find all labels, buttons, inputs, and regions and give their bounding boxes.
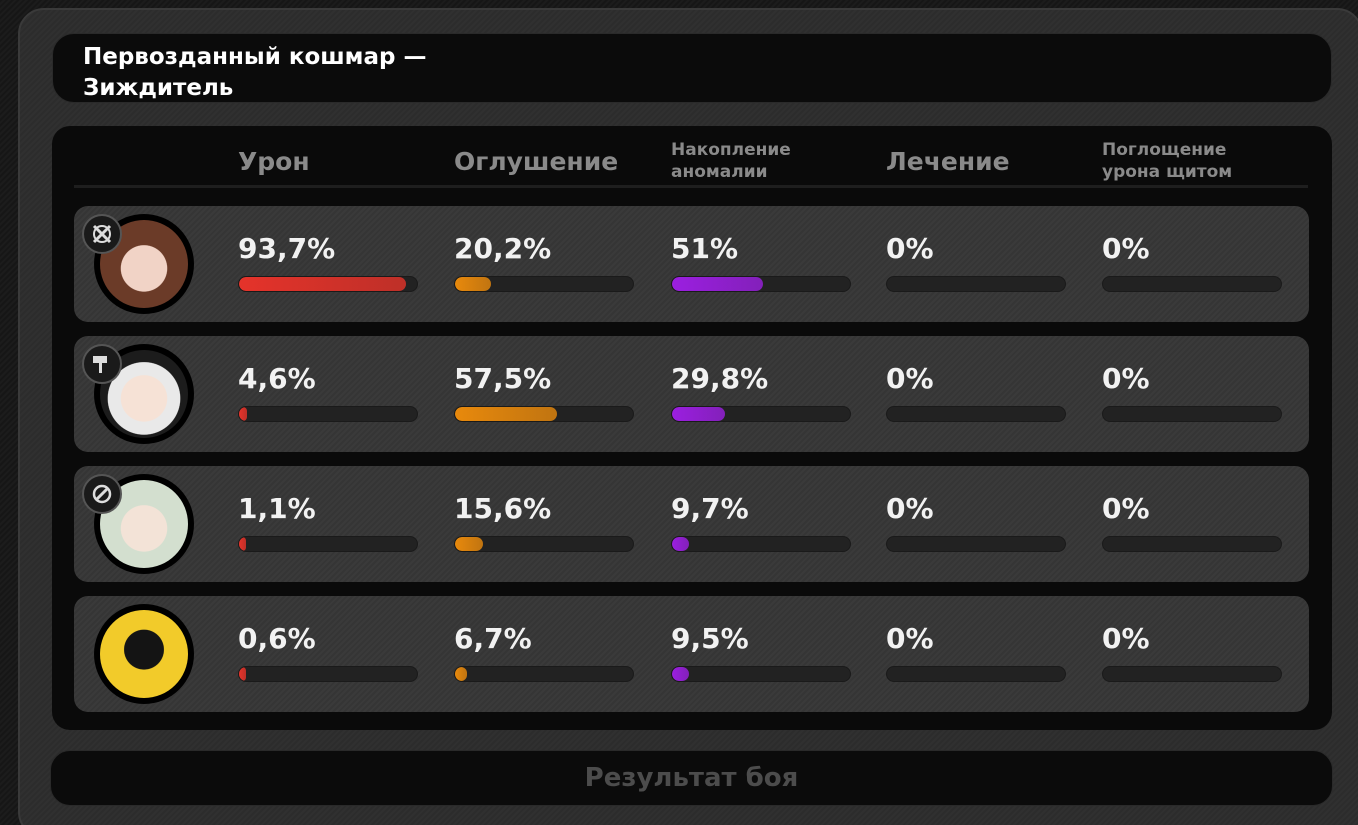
bangboo-portrait-icon <box>94 604 194 704</box>
stat-value-shield: 0% <box>1102 622 1150 655</box>
column-header-healing: Лечение <box>886 146 1010 176</box>
attack-role-icon <box>82 214 122 254</box>
stat-bar-fill <box>455 667 467 681</box>
stat-value-stun: 57,5% <box>454 362 552 395</box>
stat-value-anomaly: 29,8% <box>671 362 769 395</box>
stat-cell-damage: 4,6% <box>238 362 418 422</box>
stat-value-healing: 0% <box>886 362 934 395</box>
stat-bar-damage <box>238 276 418 292</box>
stun-role-icon <box>82 344 122 384</box>
stat-cell-healing: 0% <box>886 232 1066 292</box>
stat-bar-stun <box>454 276 634 292</box>
agent-portrait-icon <box>94 344 194 444</box>
stat-bar-fill <box>239 277 406 291</box>
stat-cell-anomaly: 9,7% <box>671 492 851 552</box>
stat-value-stun: 20,2% <box>454 232 552 265</box>
stat-value-damage: 4,6% <box>238 362 316 395</box>
stat-cell-stun: 57,5% <box>454 362 634 422</box>
stat-bar-damage <box>238 666 418 682</box>
stat-value-shield: 0% <box>1102 492 1150 525</box>
stat-bar-fill <box>672 667 689 681</box>
stat-cell-damage: 1,1% <box>238 492 418 552</box>
table-row: 1,1% 15,6% 9,7% 0% 0% <box>74 466 1309 582</box>
stat-bar-damage <box>238 536 418 552</box>
battle-result-button[interactable]: Результат боя <box>50 750 1333 806</box>
stat-bar-anomaly <box>671 536 851 552</box>
stat-bar-anomaly <box>671 276 851 292</box>
stat-bar-healing <box>886 406 1066 422</box>
table-row: 93,7% 20,2% 51% 0% 0% <box>74 206 1309 322</box>
battle-result-label: Результат боя <box>584 763 799 793</box>
stat-bar-shield <box>1102 276 1282 292</box>
stat-bar-shield <box>1102 536 1282 552</box>
stat-bar-fill <box>455 277 491 291</box>
stat-bar-stun <box>454 536 634 552</box>
page-title: Первозданный кошмар — Зиждитель <box>83 44 427 101</box>
stat-cell-damage: 93,7% <box>238 232 418 292</box>
stat-cell-damage: 0,6% <box>238 622 418 682</box>
stat-value-anomaly: 9,5% <box>671 622 749 655</box>
table-header: Урон Оглушение Накопление аномалии Лечен… <box>74 136 1308 188</box>
stat-cell-anomaly: 29,8% <box>671 362 851 422</box>
stat-cell-shield: 0% <box>1102 362 1282 422</box>
stat-bar-stun <box>454 666 634 682</box>
stat-cell-stun: 6,7% <box>454 622 634 682</box>
stat-value-anomaly: 51% <box>671 232 739 265</box>
stat-cell-shield: 0% <box>1102 492 1282 552</box>
stat-value-anomaly: 9,7% <box>671 492 749 525</box>
stat-bar-healing <box>886 276 1066 292</box>
stat-value-shield: 0% <box>1102 232 1150 265</box>
stat-cell-anomaly: 51% <box>671 232 851 292</box>
stat-value-healing: 0% <box>886 492 934 525</box>
table-row: 0,6% 6,7% 9,5% 0% 0% <box>74 596 1309 712</box>
stats-table: Урон Оглушение Накопление аномалии Лечен… <box>52 126 1332 730</box>
stat-bar-damage <box>238 406 418 422</box>
stat-bar-fill <box>455 407 558 421</box>
stat-cell-stun: 20,2% <box>454 232 634 292</box>
column-header-damage: Урон <box>238 146 310 176</box>
stat-bar-healing <box>886 536 1066 552</box>
stat-value-damage: 93,7% <box>238 232 336 265</box>
stat-value-shield: 0% <box>1102 362 1150 395</box>
stat-cell-healing: 0% <box>886 492 1066 552</box>
stat-bar-fill <box>672 277 763 291</box>
stat-bar-stun <box>454 406 634 422</box>
stat-cell-healing: 0% <box>886 362 1066 422</box>
stat-cell-stun: 15,6% <box>454 492 634 552</box>
anomaly-role-icon <box>82 474 122 514</box>
stat-bar-anomaly <box>671 666 851 682</box>
stat-bar-fill <box>239 407 248 421</box>
stat-value-stun: 6,7% <box>454 622 532 655</box>
table-row: 4,6% 57,5% 29,8% 0% 0% <box>74 336 1309 452</box>
stat-value-healing: 0% <box>886 232 934 265</box>
stat-bar-fill <box>455 537 483 551</box>
stat-bar-fill <box>672 407 726 421</box>
stat-value-stun: 15,6% <box>454 492 552 525</box>
stat-bar-healing <box>886 666 1066 682</box>
stat-bar-shield <box>1102 406 1282 422</box>
stat-value-damage: 0,6% <box>238 622 316 655</box>
stat-bar-anomaly <box>671 406 851 422</box>
column-header-stun: Оглушение <box>454 146 619 176</box>
stat-cell-anomaly: 9,5% <box>671 622 851 682</box>
column-header-shield: Поглощение урона щитом <box>1102 140 1233 182</box>
stat-bar-fill <box>239 667 247 681</box>
stat-value-damage: 1,1% <box>238 492 316 525</box>
title-bar: Первозданный кошмар — Зиждитель <box>52 33 1332 103</box>
stat-bar-fill <box>239 537 247 551</box>
stat-bar-shield <box>1102 666 1282 682</box>
stat-cell-shield: 0% <box>1102 622 1282 682</box>
stat-cell-healing: 0% <box>886 622 1066 682</box>
stat-value-healing: 0% <box>886 622 934 655</box>
stat-cell-shield: 0% <box>1102 232 1282 292</box>
column-header-anomaly: Накопление аномалии <box>671 140 791 182</box>
stat-bar-fill <box>672 537 690 551</box>
